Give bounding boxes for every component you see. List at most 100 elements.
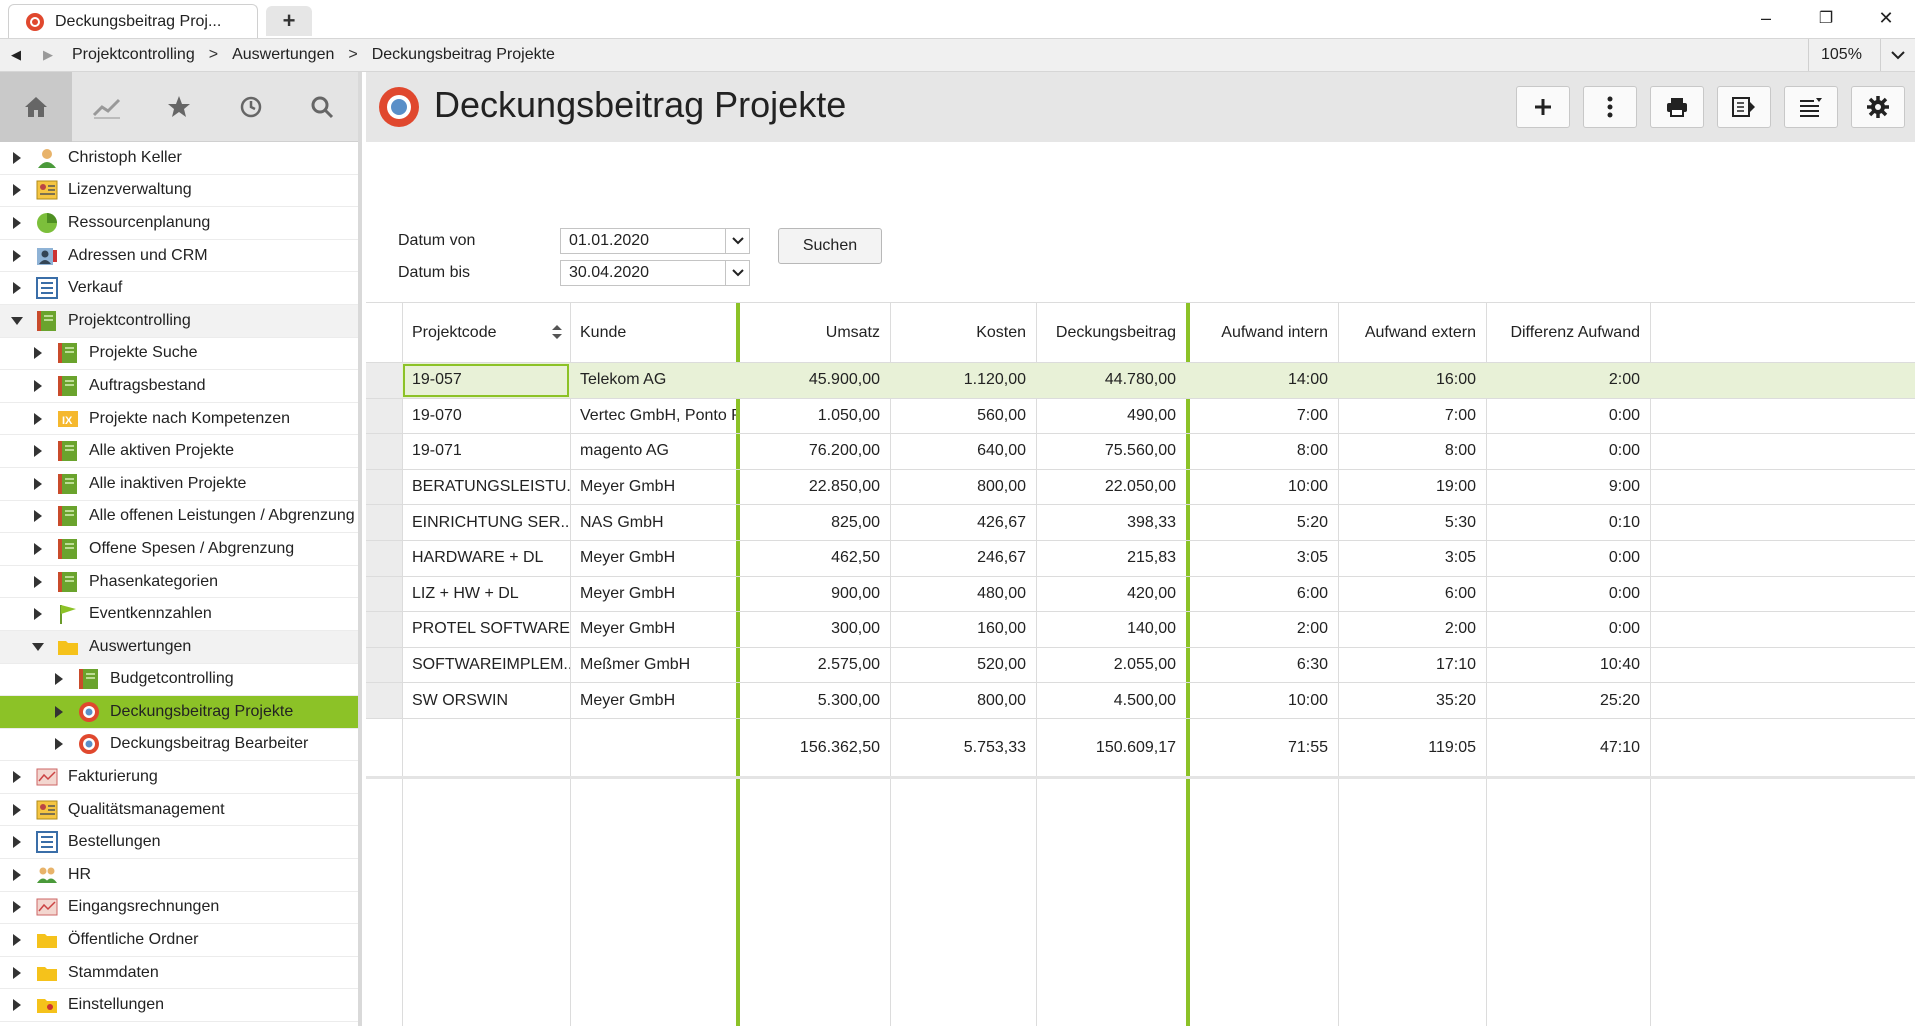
chart-tool[interactable] <box>72 72 144 142</box>
table-cell[interactable]: 900,00 <box>831 584 880 602</box>
row-header[interactable] <box>366 398 402 434</box>
table-cell[interactable]: 17:10 <box>1435 656 1476 674</box>
sidebar-item[interactable]: Deckungsbeitrag Projekte <box>0 696 358 729</box>
row-header[interactable] <box>366 434 402 469</box>
sidebar-item[interactable]: Adressen und CRM <box>0 240 358 273</box>
expand-arrow-icon[interactable] <box>10 216 24 230</box>
table-row[interactable]: LIZ + HW + DL Meyer GmbH 900,00 480,00 420,0… <box>366 576 1915 613</box>
expand-arrow-icon[interactable] <box>10 900 24 914</box>
browser-tab[interactable]: Deckungsbeitrag Proj... <box>8 4 258 38</box>
column-header[interactable]: Kosten <box>890 303 1036 362</box>
collapse-arrow-icon[interactable] <box>10 314 24 328</box>
table-cell[interactable]: 19-071 <box>412 442 462 460</box>
expand-arrow-icon[interactable] <box>10 281 24 295</box>
table-cell[interactable]: Meyer GmbH <box>580 584 676 602</box>
table-cell[interactable]: 9:00 <box>1608 478 1640 496</box>
table-cell[interactable]: 35:20 <box>1435 691 1476 709</box>
column-header[interactable]: Aufwand intern <box>1190 303 1338 362</box>
table-cell[interactable]: 1.120,00 <box>963 371 1026 389</box>
sidebar-item[interactable]: Alle aktiven Projekte <box>0 435 358 468</box>
list-settings-button[interactable] <box>1784 86 1838 128</box>
table-cell[interactable]: 420,00 <box>1127 584 1176 602</box>
table-cell[interactable]: 398,33 <box>1127 513 1176 531</box>
history-tool[interactable] <box>215 72 287 142</box>
table-cell[interactable]: 1.050,00 <box>817 406 880 424</box>
row-header[interactable] <box>366 505 402 540</box>
favorites-tool[interactable] <box>143 72 215 142</box>
sidebar-item[interactable]: Offene Spesen / Abgrenzung <box>0 533 358 566</box>
table-cell[interactable]: 480,00 <box>977 584 1026 602</box>
expand-arrow-icon[interactable] <box>31 412 45 426</box>
column-header[interactable]: Aufwand extern <box>1338 303 1486 362</box>
export-button[interactable] <box>1717 86 1771 128</box>
table-cell[interactable]: Meyer GmbH <box>580 691 676 709</box>
expand-arrow-icon[interactable] <box>10 933 24 947</box>
table-cell[interactable]: 246,67 <box>977 549 1026 567</box>
expand-arrow-icon[interactable] <box>10 770 24 784</box>
expand-arrow-icon[interactable] <box>31 346 45 360</box>
table-cell[interactable]: Meßmer GmbH <box>580 656 691 674</box>
sidebar-item[interactable]: Stammdaten <box>0 957 358 990</box>
sidebar-item[interactable]: Deckungsbeitrag Bearbeiter <box>0 729 358 762</box>
table-cell[interactable]: 19:00 <box>1435 478 1476 496</box>
sidebar-item[interactable]: HR <box>0 859 358 892</box>
expand-arrow-icon[interactable] <box>52 705 66 719</box>
table-cell[interactable]: 5.300,00 <box>817 691 880 709</box>
table-cell[interactable]: BERATUNGSLEISTU... <box>412 478 570 496</box>
sidebar-item[interactable]: Eingangsrechnungen <box>0 892 358 925</box>
table-cell[interactable]: 45.900,00 <box>808 371 880 389</box>
zoom-level[interactable]: 105% <box>1808 39 1878 71</box>
table-cell[interactable]: 0:00 <box>1608 406 1640 424</box>
table-cell[interactable]: 16:00 <box>1435 371 1476 389</box>
zoom-dropdown-button[interactable] <box>1880 39 1915 71</box>
sidebar-item[interactable]: Alle offenen Leistungen / Abgrenzung <box>0 501 358 534</box>
table-row[interactable]: 19-070 Vertec GmbH, Ponto Patrick 1.050,00… <box>366 398 1915 435</box>
table-cell[interactable]: Meyer GmbH <box>580 620 676 638</box>
minimize-button[interactable]: – <box>1760 7 1771 28</box>
table-cell[interactable]: 426,67 <box>977 513 1026 531</box>
breadcrumb-item[interactable]: Projektcontrolling <box>72 46 195 63</box>
table-cell[interactable]: 8:00 <box>1444 442 1476 460</box>
row-header[interactable] <box>366 612 402 647</box>
sidebar-item[interactable]: Verkauf <box>0 272 358 305</box>
table-cell[interactable]: 2:00 <box>1608 371 1640 389</box>
home-tool[interactable] <box>0 72 72 142</box>
sidebar-item[interactable]: Qualitätsmanagement <box>0 794 358 827</box>
table-row[interactable]: HARDWARE + DL Meyer GmbH 462,50 246,67 215,8… <box>366 541 1915 577</box>
table-cell[interactable]: 0:00 <box>1608 442 1640 460</box>
expand-arrow-icon[interactable] <box>31 575 45 589</box>
table-row[interactable]: 19-057 Telekom AG 45.900,00 1.120,00 44.780,… <box>366 363 1915 399</box>
table-cell[interactable]: 7:00 <box>1444 406 1476 424</box>
forward-button[interactable]: ▶ <box>43 47 53 62</box>
expand-arrow-icon[interactable] <box>31 444 45 458</box>
table-cell[interactable]: 2.055,00 <box>1113 656 1176 674</box>
table-cell[interactable]: 0:00 <box>1608 620 1640 638</box>
sidebar-item[interactable]: Einstellungen <box>0 989 358 1023</box>
expand-arrow-icon[interactable] <box>31 607 45 621</box>
row-header[interactable] <box>366 647 402 683</box>
sidebar-item[interactable]: Budgetcontrolling <box>0 664 358 697</box>
date-from-dropdown[interactable] <box>725 229 749 253</box>
table-cell[interactable]: 520,00 <box>977 656 1026 674</box>
table-cell[interactable]: Telekom AG <box>580 371 667 389</box>
table-row[interactable]: PROTEL SOFTWARE Meyer GmbH 300,00 160,00 140… <box>366 612 1915 648</box>
column-header[interactable]: Umsatz <box>740 303 890 362</box>
expand-arrow-icon[interactable] <box>31 542 45 556</box>
row-header[interactable] <box>366 363 402 398</box>
date-from-field[interactable]: 01.01.2020 <box>560 228 750 254</box>
breadcrumb-item[interactable]: Auswertungen <box>232 46 335 63</box>
table-row[interactable]: EINRICHTUNG SER... NAS GmbH 825,00 426,67 39… <box>366 505 1915 541</box>
table-cell[interactable]: 140,00 <box>1127 620 1176 638</box>
column-header[interactable]: Differenz Aufwand <box>1486 303 1650 362</box>
table-cell[interactable]: 76.200,00 <box>808 442 880 460</box>
row-header[interactable] <box>366 683 402 718</box>
expand-arrow-icon[interactable] <box>31 509 45 523</box>
expand-arrow-icon[interactable] <box>10 803 24 817</box>
table-cell[interactable]: 2:00 <box>1296 620 1328 638</box>
table-cell[interactable]: 2.575,00 <box>817 656 880 674</box>
search-tool[interactable] <box>286 72 358 142</box>
settings-button[interactable] <box>1851 86 1905 128</box>
expand-arrow-icon[interactable] <box>10 151 24 165</box>
table-cell[interactable]: 490,00 <box>1127 406 1176 424</box>
sidebar-item[interactable]: Projekte Suche <box>0 338 358 371</box>
